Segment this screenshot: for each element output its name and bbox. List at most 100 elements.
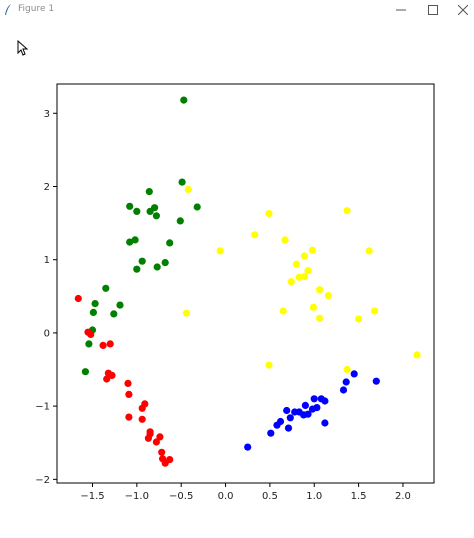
data-point [321, 419, 329, 427]
data-point [99, 341, 107, 349]
data-point [180, 96, 188, 104]
data-point [265, 210, 273, 218]
y-tick-label: −2 [35, 475, 50, 486]
data-point [166, 239, 174, 247]
data-point [316, 314, 324, 322]
data-point [125, 390, 133, 398]
data-point [85, 340, 93, 348]
data-point [153, 263, 161, 271]
y-tick-label: 0 [44, 328, 50, 339]
data-point [292, 260, 301, 268]
data-point [126, 202, 134, 210]
data-point [281, 236, 289, 244]
data-point [144, 434, 152, 442]
data-point [161, 259, 169, 267]
data-point [304, 410, 312, 418]
data-point [251, 231, 259, 239]
minimize-button[interactable] [386, 0, 416, 20]
maximize-icon [428, 5, 438, 15]
data-point [182, 309, 191, 317]
data-point [106, 340, 114, 348]
mouse-cursor-icon [17, 40, 29, 56]
data-point [279, 307, 287, 315]
data-point [146, 428, 154, 436]
data-point [413, 351, 421, 359]
data-point [103, 375, 111, 383]
data-point [133, 207, 141, 215]
data-point [184, 185, 192, 193]
data-point [350, 370, 358, 378]
data-point [166, 456, 174, 464]
data-point [102, 284, 110, 292]
window-title: Figure 1 [18, 4, 55, 14]
data-point [81, 368, 89, 376]
data-point [176, 217, 184, 225]
data-point [273, 421, 281, 429]
data-point [287, 278, 295, 286]
feather-icon [5, 4, 11, 15]
data-point [265, 361, 273, 369]
data-point [178, 178, 186, 186]
x-tick-label: 1.5 [351, 491, 367, 502]
data-point [116, 301, 124, 309]
data-point [267, 429, 275, 437]
close-button[interactable] [448, 0, 474, 20]
x-tick-label: −1.0 [125, 491, 149, 502]
data-point [138, 404, 146, 412]
y-tick-label: 3 [44, 109, 50, 120]
data-point [316, 286, 324, 294]
y-tick-label: −1 [35, 402, 50, 413]
data-point [244, 443, 252, 451]
data-point [126, 238, 134, 246]
x-tick-label: −1.5 [80, 491, 104, 502]
data-point [283, 406, 291, 415]
data-point [343, 207, 351, 215]
data-point [138, 415, 146, 423]
plot-frame [56, 83, 435, 484]
data-point [89, 308, 97, 316]
data-point [216, 247, 224, 255]
y-tick-label: 1 [44, 255, 50, 266]
data-point [110, 310, 118, 318]
close-icon [458, 5, 468, 15]
data-point [301, 401, 309, 409]
data-point [91, 300, 99, 308]
data-point [308, 246, 317, 254]
data-point [156, 433, 164, 441]
maximize-button[interactable] [418, 0, 448, 20]
data-point [158, 448, 166, 456]
x-tick-label: 1.0 [306, 491, 322, 502]
data-point [286, 414, 294, 422]
data-point [138, 257, 146, 265]
data-point [145, 188, 153, 196]
data-point [324, 292, 332, 300]
data-point [152, 438, 160, 446]
data-point [300, 272, 309, 281]
data-point [87, 330, 95, 338]
x-tick-label: −0.5 [169, 491, 193, 502]
figure-canvas[interactable]: −1.5 −1.0 −0.5 0.0 0.5 1.0 1.5 2.0 −2 −1 0 1 2 3 [0, 20, 474, 538]
x-tick-label: 0.5 [262, 491, 278, 502]
data-point [108, 371, 116, 379]
minimize-icon [396, 9, 406, 11]
data-point [131, 236, 139, 244]
data-point [339, 386, 348, 394]
data-point [146, 207, 154, 215]
scatter-plot: −1.5 −1.0 −0.5 0.0 0.5 1.0 1.5 2.0 −2 −1 0 1 2 3 [35, 83, 435, 502]
data-point [304, 267, 312, 275]
data-point [74, 294, 82, 303]
data-point [295, 273, 303, 281]
data-point [300, 252, 309, 260]
data-point [321, 397, 329, 405]
data-point [308, 405, 317, 413]
x-tick-label: 0.0 [218, 491, 234, 502]
data-point [284, 424, 293, 432]
data-point [193, 203, 201, 211]
data-point [342, 378, 350, 386]
data-point [125, 413, 133, 421]
x-tick-label: 2.0 [395, 491, 411, 502]
window-titlebar[interactable]: Figure 1 [0, 0, 474, 20]
data-point [371, 307, 379, 315]
y-tick-label: 2 [44, 182, 50, 193]
data-point [343, 365, 351, 374]
